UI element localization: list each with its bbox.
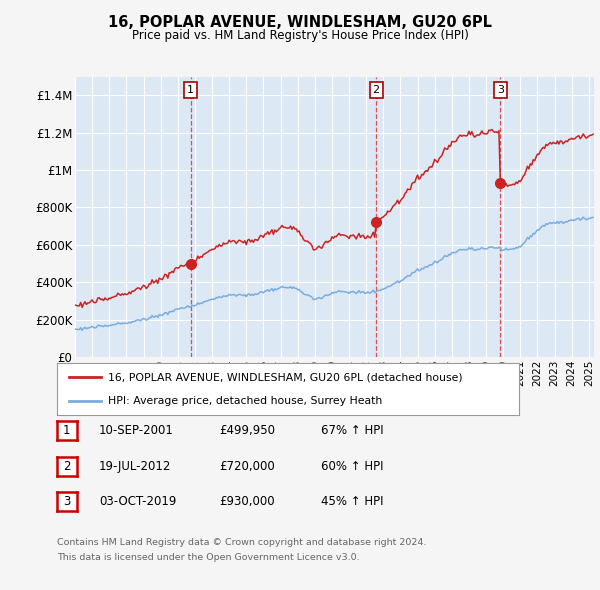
Text: 2: 2 xyxy=(373,85,380,95)
Text: 3: 3 xyxy=(63,495,71,508)
Text: HPI: Average price, detached house, Surrey Heath: HPI: Average price, detached house, Surr… xyxy=(108,396,382,407)
Text: Price paid vs. HM Land Registry's House Price Index (HPI): Price paid vs. HM Land Registry's House … xyxy=(131,30,469,42)
Text: 45% ↑ HPI: 45% ↑ HPI xyxy=(321,495,383,508)
Text: 1: 1 xyxy=(187,85,194,95)
Text: 19-JUL-2012: 19-JUL-2012 xyxy=(99,460,172,473)
Text: 2: 2 xyxy=(63,460,71,473)
Text: £720,000: £720,000 xyxy=(219,460,275,473)
Text: £499,950: £499,950 xyxy=(219,424,275,437)
Text: 3: 3 xyxy=(497,85,504,95)
Text: 67% ↑ HPI: 67% ↑ HPI xyxy=(321,424,383,437)
Text: This data is licensed under the Open Government Licence v3.0.: This data is licensed under the Open Gov… xyxy=(57,553,359,562)
Text: 60% ↑ HPI: 60% ↑ HPI xyxy=(321,460,383,473)
Text: 16, POPLAR AVENUE, WINDLESHAM, GU20 6PL: 16, POPLAR AVENUE, WINDLESHAM, GU20 6PL xyxy=(108,15,492,30)
Text: 1: 1 xyxy=(63,424,71,437)
Text: 10-SEP-2001: 10-SEP-2001 xyxy=(99,424,174,437)
Text: 16, POPLAR AVENUE, WINDLESHAM, GU20 6PL (detached house): 16, POPLAR AVENUE, WINDLESHAM, GU20 6PL … xyxy=(108,372,463,382)
Text: 03-OCT-2019: 03-OCT-2019 xyxy=(99,495,176,508)
Text: £930,000: £930,000 xyxy=(219,495,275,508)
Text: Contains HM Land Registry data © Crown copyright and database right 2024.: Contains HM Land Registry data © Crown c… xyxy=(57,538,427,547)
